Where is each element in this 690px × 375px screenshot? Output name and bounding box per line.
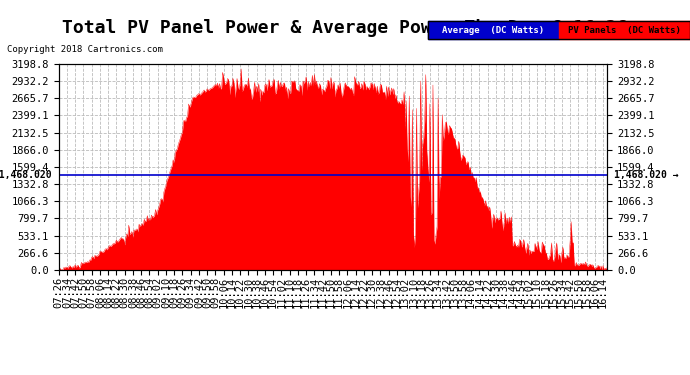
Text: Total PV Panel Power & Average Power Thu Dec 6 16:26: Total PV Panel Power & Average Power Thu… [62,19,628,37]
Text: Copyright 2018 Cartronics.com: Copyright 2018 Cartronics.com [7,45,163,54]
Text: 1,468.020 →: 1,468.020 → [614,170,679,180]
Text: PV Panels  (DC Watts): PV Panels (DC Watts) [568,26,681,35]
Text: Average  (DC Watts): Average (DC Watts) [442,26,544,35]
Text: ← 1,468.020: ← 1,468.020 [0,170,52,180]
